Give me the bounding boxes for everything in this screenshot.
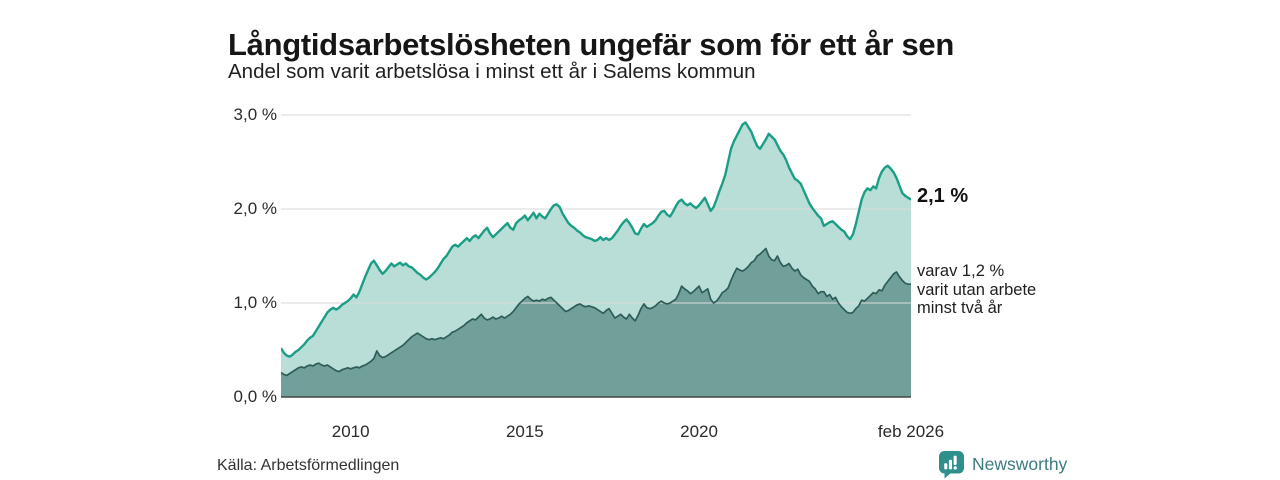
latest-two-year-annotation: varav 1,2 % varit utan arbete minst två … (917, 262, 1036, 318)
newsworthy-logo: Newsworthy (938, 450, 1067, 479)
area-two-year-unemployed (281, 248, 911, 397)
latest-total-annotation: 2,1 % (917, 185, 969, 207)
y-axis-tick-2: 2,0 % (233, 199, 277, 218)
x-axis-tick-2010: 2010 (331, 422, 370, 441)
line-total-unemployed (281, 121, 911, 358)
annotation-note-line: minst två år (917, 299, 1003, 317)
newsworthy-bar-chart-icon (939, 451, 964, 479)
annotation-note-line: varit utan arbete (917, 280, 1037, 299)
area-chart-plot (281, 114, 911, 398)
page-subtitle: Andel som varit arbetslösa i minst ett å… (228, 60, 756, 83)
line-two-year-unemployed (281, 247, 911, 377)
x-axis-tick-feb-2026: feb 2026 (877, 422, 945, 441)
page-title: Långtidsarbetslösheten ungefär som för e… (228, 26, 955, 62)
newsworthy-wordmark: Newsworthy (972, 454, 1068, 474)
x-axis-tick-2020: 2020 (680, 422, 718, 441)
y-axis-tick-3: 3,0 % (233, 105, 277, 124)
annotation-note-line: varav 1,2 % (917, 262, 1005, 280)
source-attribution: Källa: Arbetsförmedlingen (217, 457, 400, 474)
x-axis-tick-2015: 2015 (505, 422, 544, 441)
y-axis-tick-0: 0,0 % (233, 387, 277, 406)
y-axis-tick-1: 1,0 % (233, 293, 277, 312)
